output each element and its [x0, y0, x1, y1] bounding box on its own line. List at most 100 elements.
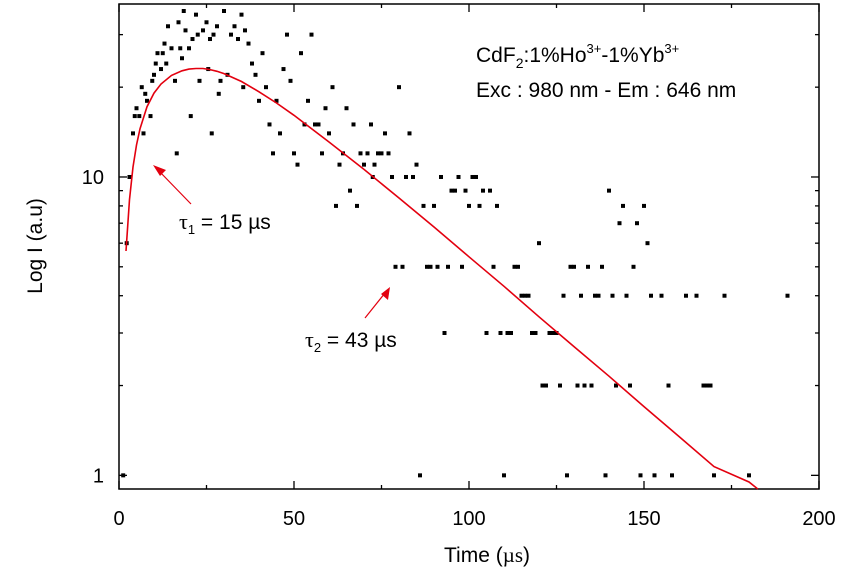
data-point: [495, 203, 499, 208]
data-point: [586, 264, 590, 269]
data-point: [418, 473, 422, 478]
data-point: [187, 46, 191, 51]
data-point: [722, 293, 727, 298]
data-point: [327, 131, 331, 136]
data-point: [670, 473, 674, 478]
data-point: [446, 264, 450, 269]
data-point: [470, 174, 475, 179]
data-point: [474, 174, 478, 179]
data-point: [414, 162, 419, 167]
data-point: [708, 383, 713, 388]
data-point: [530, 330, 534, 335]
data-point: [694, 293, 699, 298]
data-point: [603, 473, 608, 478]
data-point: [565, 473, 569, 478]
data-point: [642, 203, 646, 208]
data-point: [747, 473, 751, 478]
data-point: [540, 383, 545, 388]
data-point: [526, 293, 531, 298]
data-point: [533, 330, 538, 335]
data-point: [159, 67, 163, 72]
data-point: [512, 264, 517, 269]
x-axis-title: Time (µs): [444, 543, 530, 567]
x-tick-label: 200: [802, 508, 835, 530]
data-point: [372, 162, 377, 167]
x-tick-label: 150: [627, 508, 660, 530]
data-point: [257, 98, 261, 103]
data-point: [195, 32, 200, 37]
data-point: [712, 473, 716, 478]
data-point: [652, 473, 657, 478]
data-point: [593, 293, 597, 298]
data-point: [306, 98, 310, 103]
data-point: [404, 174, 408, 179]
data-point: [271, 151, 275, 156]
tau1-arrow: [153, 165, 192, 205]
data-point: [152, 72, 156, 77]
data-point: [239, 12, 244, 17]
data-point: [421, 203, 426, 208]
y-tick-labels: 1 10: [82, 167, 104, 487]
tick-marks: [118, 4, 820, 489]
data-point: [519, 293, 524, 298]
data-point: [141, 131, 146, 136]
data-point: [554, 330, 559, 335]
y-tick-label: 10: [82, 167, 104, 189]
data-point: [337, 162, 342, 167]
data-point: [281, 67, 286, 72]
data-point: [190, 37, 195, 42]
data-point: [334, 203, 338, 208]
data-point: [278, 131, 282, 136]
data-point: [467, 203, 471, 208]
data-point: [407, 131, 412, 136]
data-point: [544, 383, 548, 388]
data-point: [610, 293, 615, 298]
data-point: [582, 383, 587, 388]
data-point: [386, 151, 391, 156]
data-point: [134, 106, 139, 111]
data-point: [222, 9, 226, 14]
data-point: [131, 131, 135, 136]
data-point: [589, 383, 594, 388]
data-point: [155, 51, 160, 56]
data-point: [558, 383, 562, 388]
data-point: [449, 188, 454, 193]
data-point: [178, 46, 183, 51]
data-point: [624, 293, 629, 298]
data-point: [579, 293, 583, 298]
data-point: [285, 32, 289, 37]
x-tick-label: 50: [283, 508, 305, 530]
data-point: [551, 330, 555, 335]
data-point: [215, 24, 219, 29]
data-point: [153, 61, 158, 66]
data-point: [376, 151, 380, 156]
data-point: [523, 293, 527, 298]
data-point: [197, 78, 202, 83]
data-point: [260, 51, 265, 56]
data-point: [145, 98, 149, 103]
data-point: [631, 264, 636, 269]
data-point: [516, 264, 520, 269]
y-tick-label: 1: [93, 465, 104, 487]
data-point: [218, 78, 223, 83]
data-point: [628, 383, 632, 388]
data-point: [435, 264, 440, 269]
data-point: [456, 174, 461, 179]
data-point: [379, 151, 384, 156]
data-point: [432, 203, 436, 208]
data-point: [236, 37, 240, 42]
data-point: [463, 188, 468, 193]
data-point: [243, 28, 247, 33]
data-point: [241, 85, 246, 90]
data-point: [143, 91, 148, 96]
data-point: [365, 151, 370, 156]
data-point: [330, 85, 335, 90]
data-point: [684, 293, 688, 298]
data-point: [137, 114, 142, 119]
data-point: [568, 264, 573, 269]
data-point: [162, 41, 167, 46]
data-point: [484, 330, 489, 335]
data-point: [188, 114, 193, 119]
tau2-arrow: [364, 287, 390, 319]
data-point: [348, 188, 352, 193]
